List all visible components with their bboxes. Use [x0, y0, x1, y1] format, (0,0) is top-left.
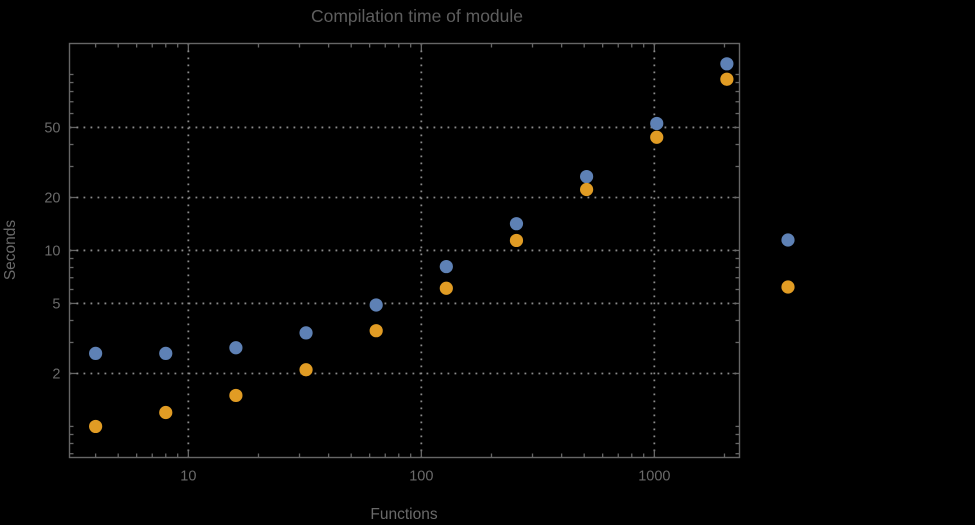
data-point-orange — [299, 363, 313, 377]
y-tick-label: 2 — [52, 366, 60, 382]
data-point-blue — [580, 169, 594, 184]
data-point-blue — [650, 116, 664, 131]
data-point-blue — [229, 341, 243, 355]
data-point-orange — [720, 72, 734, 86]
data-point-orange — [229, 388, 243, 403]
legend-marker-orange — [781, 280, 795, 294]
data-point-blue — [369, 298, 383, 312]
x-tick-label: 1000 — [638, 469, 670, 485]
data-point-blue — [509, 217, 524, 231]
y-tick-label: 5 — [52, 296, 60, 312]
data-point-blue — [89, 346, 103, 361]
y-tick-label: 50 — [44, 120, 60, 136]
data-point-orange — [369, 324, 383, 338]
data-point-orange — [509, 233, 524, 248]
data-point-orange — [159, 405, 173, 420]
data-point-orange — [650, 130, 664, 144]
data-point-orange — [89, 419, 103, 434]
data-point-orange — [439, 281, 453, 295]
plot-frame — [68, 42, 741, 459]
x-tick-label: 100 — [409, 469, 433, 485]
x-axis-label: Functions — [370, 506, 438, 523]
legend-marker-blue — [781, 233, 795, 247]
data-point-orange — [580, 182, 594, 197]
chart-title: Compilation time of module — [310, 6, 524, 26]
data-point-blue — [299, 326, 313, 340]
x-tick-label: 10 — [180, 469, 196, 485]
y-tick-label: 20 — [44, 190, 60, 206]
data-point-blue — [159, 346, 173, 361]
data-point-blue — [439, 259, 453, 274]
data-point-blue — [720, 57, 734, 71]
y-tick-label: 10 — [44, 243, 60, 259]
